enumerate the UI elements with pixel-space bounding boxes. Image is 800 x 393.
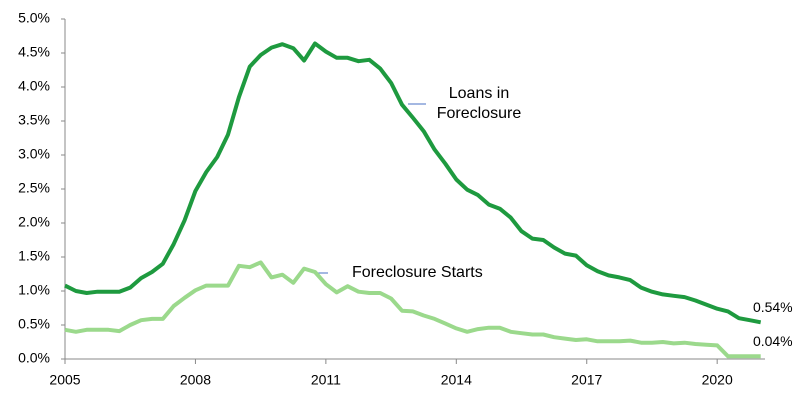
value-label: 0.04% — [753, 333, 793, 349]
x-tick-label: 2008 — [180, 372, 211, 388]
series-line — [64, 41, 762, 325]
y-tick-label: 2.0% — [18, 214, 50, 230]
x-tick-label: 2005 — [49, 372, 80, 388]
y-tick-label: 3.5% — [18, 112, 50, 128]
x-tick-label: 2020 — [702, 372, 733, 388]
value-label: 0.54% — [753, 299, 793, 315]
y-tick-label: 1.0% — [18, 282, 50, 298]
y-tick-label: 0.5% — [18, 316, 50, 332]
y-tick-label: 4.0% — [18, 78, 50, 94]
x-tick-label: 2014 — [441, 372, 472, 388]
y-tick-label: 4.5% — [18, 44, 50, 60]
x-tick-label: 2011 — [311, 372, 341, 388]
series-label: Foreclosure Starts — [352, 264, 483, 281]
y-tick-label: 3.0% — [18, 146, 50, 162]
y-tick-label: 5.0% — [18, 10, 50, 26]
y-tick-label: 1.5% — [18, 248, 50, 264]
x-tick-label: 2017 — [571, 372, 602, 388]
y-tick-label: 0.0% — [18, 350, 50, 366]
y-tick-label: 2.5% — [18, 180, 50, 196]
series-label: Loans in Foreclosure — [436, 85, 522, 122]
series-line — [64, 260, 761, 359]
